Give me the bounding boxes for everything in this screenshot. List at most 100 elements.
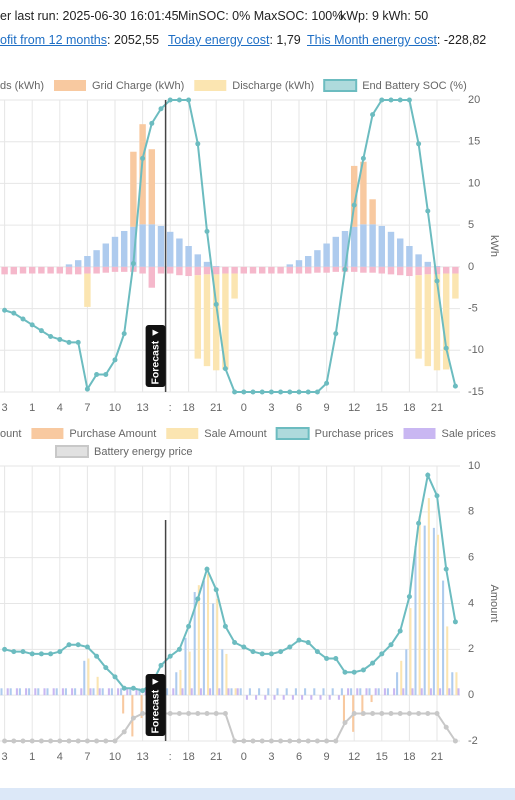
- legend-label: Discharge (kWh): [232, 80, 314, 92]
- bar: [25, 688, 28, 696]
- status: MinSOC: 0% MaxSOC: 100%: [178, 9, 344, 23]
- bar: [71, 688, 74, 696]
- point: [232, 639, 238, 645]
- bar: [130, 151, 137, 227]
- point: [434, 711, 440, 716]
- y-tick-label: 5: [468, 219, 474, 231]
- point: [29, 322, 35, 328]
- point: [351, 711, 357, 716]
- point: [11, 738, 17, 744]
- point: [176, 97, 182, 103]
- legend-label: Sale prices: [442, 428, 497, 440]
- stat-link[interactable]: ofit from 12 months: [0, 33, 107, 47]
- x-tick-label: 6: [296, 402, 302, 414]
- point: [11, 310, 17, 316]
- legend-swatch: [31, 428, 64, 439]
- legend-label: Purchase prices: [315, 428, 394, 440]
- point: [388, 711, 394, 716]
- point: [388, 642, 394, 648]
- point: [268, 651, 274, 657]
- point: [370, 112, 376, 118]
- bar: [222, 266, 229, 274]
- bar: [424, 274, 432, 367]
- point: [140, 688, 146, 694]
- bar: [291, 695, 294, 700]
- x-tick-label: 10: [109, 751, 121, 763]
- x-tick-label: 6: [296, 751, 302, 763]
- bar: [139, 124, 146, 225]
- point: [66, 339, 72, 345]
- point: [84, 738, 90, 744]
- bar: [236, 688, 239, 696]
- point: [176, 711, 182, 716]
- bar: [80, 688, 83, 696]
- stat-link[interactable]: Today energy cost: [168, 33, 270, 47]
- x-tick-label: 15: [376, 402, 388, 414]
- point: [406, 97, 412, 103]
- legend-swatch: [275, 427, 310, 440]
- point: [130, 715, 136, 721]
- bar: [369, 199, 376, 225]
- point: [268, 738, 274, 744]
- x-tick-label: 10: [109, 402, 121, 414]
- point: [84, 386, 90, 392]
- bar: [199, 688, 202, 696]
- bar: [157, 266, 165, 274]
- point: [259, 738, 265, 744]
- stat-link[interactable]: This Month energy cost: [307, 33, 437, 47]
- bar: [148, 224, 156, 267]
- point: [452, 383, 458, 389]
- bar: [218, 688, 221, 696]
- x-tick-label: 4: [57, 402, 63, 414]
- bar: [194, 254, 202, 267]
- bar: [452, 266, 459, 274]
- bar: [117, 688, 120, 696]
- bar: [340, 688, 343, 696]
- point: [38, 738, 44, 744]
- legend-label: ds (kWh): [0, 80, 44, 92]
- point: [20, 738, 26, 744]
- bar: [227, 688, 230, 696]
- point: [287, 738, 293, 744]
- point: [278, 738, 284, 744]
- bar: [55, 688, 58, 696]
- bar: [418, 516, 421, 696]
- x-tick-label: 13: [136, 402, 148, 414]
- bar: [356, 688, 359, 696]
- bar: [342, 695, 345, 723]
- bar: [157, 225, 165, 267]
- bar: [98, 688, 101, 696]
- legend-label: Sale Amount: [204, 428, 266, 440]
- bar: [314, 266, 321, 273]
- y-tick-label: -10: [468, 344, 484, 356]
- point: [112, 674, 118, 680]
- bar: [84, 266, 91, 274]
- y-tick-label: 0: [468, 689, 474, 701]
- x-tick-label: 15: [376, 751, 388, 763]
- line: [4, 99, 457, 393]
- bar: [386, 688, 389, 696]
- x-tick-label: 7: [84, 751, 90, 763]
- point: [333, 656, 339, 661]
- bar: [374, 688, 377, 696]
- bar: [9, 688, 12, 696]
- bar: [331, 688, 334, 696]
- point: [140, 155, 146, 161]
- point: [388, 97, 394, 103]
- point: [443, 724, 449, 730]
- point: [370, 660, 376, 666]
- point: [434, 493, 440, 499]
- bar: [442, 580, 445, 696]
- point: [57, 649, 63, 655]
- bar: [264, 695, 267, 700]
- bar: [148, 266, 156, 288]
- legend-label: Grid Charge (kWh): [92, 80, 184, 92]
- bar: [194, 275, 202, 359]
- point: [112, 738, 118, 744]
- bar: [322, 688, 325, 696]
- y-tick-label: -2: [468, 735, 478, 747]
- bar: [415, 254, 422, 267]
- point: [38, 328, 44, 334]
- y-tick-label: 10: [468, 460, 480, 472]
- point: [259, 389, 265, 395]
